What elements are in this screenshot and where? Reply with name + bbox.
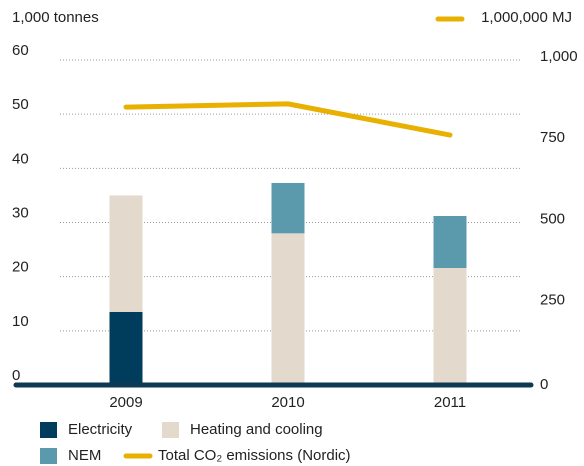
bar-segment [109, 195, 143, 312]
y-tick-label: 0 [12, 367, 20, 384]
bar-segment [271, 233, 305, 385]
legend-label: NEM [68, 447, 101, 464]
y-axis-label: 1,000 tonnes [12, 9, 99, 26]
y2-axis-label: 1,000,000 MJ [481, 9, 572, 26]
bar-segment [271, 182, 305, 234]
x-tick-label: 2009 [109, 394, 142, 411]
legend-label: Heating and cooling [190, 421, 323, 438]
legend-swatch [40, 448, 57, 464]
y-tick-label: 40 [12, 150, 29, 167]
legend-label: Total CO₂ emissions (Nordic) [158, 447, 351, 464]
legend-label: Electricity [68, 421, 133, 438]
y-tick-label: 20 [12, 259, 29, 276]
bar-segment [433, 268, 467, 385]
y-tick-label: 60 [12, 42, 29, 59]
x-tick-label: 2011 [434, 394, 466, 411]
legend-swatch [162, 422, 179, 438]
bar-segment [109, 311, 143, 385]
y2-tick-label: 0 [540, 376, 548, 393]
y-tick-label: 50 [12, 96, 29, 113]
line-series [123, 101, 453, 138]
x-tick-label: 2010 [271, 394, 304, 411]
bar-segment [433, 216, 467, 268]
y2-tick-label: 500 [540, 210, 565, 227]
y2-tick-label: 750 [540, 129, 565, 146]
y-tick-label: 10 [12, 313, 29, 330]
y2-tick-label: 250 [540, 292, 565, 309]
y-tick-label: 30 [12, 204, 29, 221]
legend-swatch [40, 422, 57, 438]
y2-tick-label: 1,000 [540, 48, 578, 65]
